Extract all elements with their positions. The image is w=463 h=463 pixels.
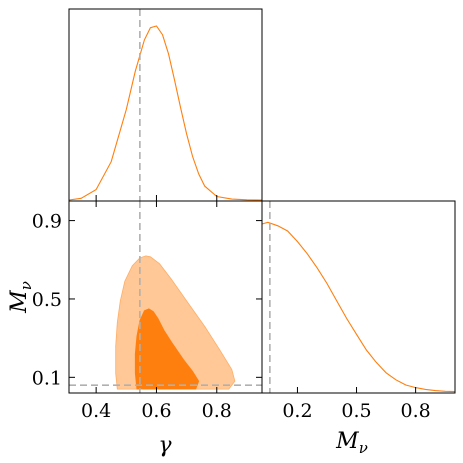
mnu-label-sub: ν — [359, 439, 368, 457]
mnu-marginal-curve — [261, 221, 456, 393]
mnu-bottom-tick-label: 0.2 — [282, 400, 312, 422]
gamma-marginal-panel — [68, 8, 263, 202]
gamma-tick-label: 0.6 — [141, 400, 171, 422]
mnu-tick-label: 0.9 — [32, 211, 62, 233]
mnu-axis-title-bottom: Mν — [335, 429, 368, 457]
mnu-tick-label: 0.1 — [32, 367, 62, 389]
inner-contour-68 — [134, 308, 200, 390]
mnu-marginal-panel: 0.2 0.5 0.8 Mν — [261, 200, 456, 457]
mnu-label-main: M — [335, 429, 359, 454]
gamma-tick-label: 0.8 — [202, 400, 232, 422]
gamma-axis-title: γ — [158, 433, 172, 458]
mnu-label-sub: ν — [17, 281, 35, 290]
mnu-bottom-tick-label: 0.5 — [341, 400, 371, 422]
mnu-tick-label: 0.5 — [32, 289, 62, 311]
gamma-tick-label: 0.4 — [81, 400, 111, 422]
gamma-mnu-joint-panel: 0.4 0.6 0.8 0.1 0.5 0.9 γ Mν — [7, 200, 263, 458]
mnu-bottom-tick-label: 0.8 — [401, 400, 431, 422]
mnu-axis-title-left: Mν — [7, 281, 35, 314]
gamma-marginal-curve — [68, 25, 263, 201]
gamma-marginal-frame — [68, 8, 263, 202]
mnu-marginal-frame — [261, 200, 456, 394]
joint-contours — [115, 255, 236, 390]
mnu-label-main: M — [7, 290, 32, 314]
